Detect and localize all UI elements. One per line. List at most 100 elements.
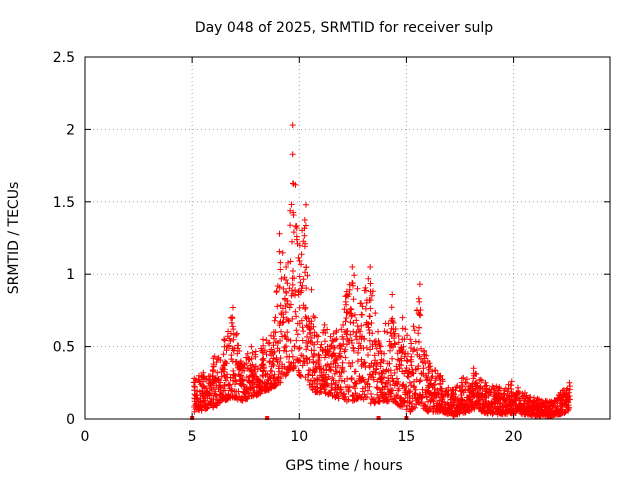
data-point [302,306,309,312]
data-point [388,304,395,311]
data-point [299,337,306,344]
data-point [415,310,422,317]
data-point [386,360,393,367]
data-point [477,376,484,383]
data-point [348,313,355,320]
data-point [399,368,406,375]
data-point [297,372,304,379]
data-points [190,122,574,420]
data-point [282,296,288,303]
data-point [487,389,494,396]
y-tick-label: 2.5 [53,50,75,66]
data-point [271,335,278,342]
data-point [366,383,373,390]
data-point [345,387,352,394]
data-point [331,344,338,351]
data-point [296,344,303,351]
data-point [469,390,476,397]
data-point [292,292,298,299]
data-point [292,287,299,293]
data-point [296,320,303,327]
data-point [279,249,286,256]
data-point [200,392,207,399]
x-tick-label: 15 [398,429,416,445]
data-point [372,310,379,317]
data-point [222,387,228,394]
data-point [408,362,415,369]
data-point [298,287,305,294]
data-point [306,381,313,388]
data-point [318,341,325,348]
data-point [303,346,310,353]
data-point [233,331,239,338]
data-point [387,347,393,354]
data-point [349,264,356,270]
data-point [322,338,328,345]
data-point [281,332,288,339]
data-point [296,273,303,280]
data-point [392,326,399,332]
data-point [210,355,217,362]
data-point [282,303,289,310]
data-point [328,367,334,374]
data-point [482,379,489,386]
data-point [315,333,322,340]
data-point [259,349,266,356]
data-point [284,329,291,336]
data-point [221,343,228,350]
data-point [470,375,477,382]
data-point [450,390,457,397]
data-point [318,388,325,395]
data-point [367,280,374,287]
data-point [369,371,376,378]
data-point [388,317,395,324]
data-point [227,338,234,344]
data-point [557,389,564,396]
data-point [221,366,228,373]
data-point [358,322,365,329]
data-point [332,379,339,386]
data-point [496,384,503,391]
data-point [335,395,342,402]
data-point [283,316,290,323]
data-point [271,317,278,324]
data-point [387,381,394,388]
data-point [343,341,350,348]
data-point [470,365,477,372]
data-point [404,332,411,339]
data-point [477,396,483,403]
data-point [404,357,411,364]
data-point [416,311,423,318]
data-point [416,324,423,331]
data-point [352,368,359,375]
data-point [388,342,395,349]
data-point [316,354,323,361]
data-point [221,337,228,344]
data-point [391,370,398,376]
data-point [547,407,554,414]
data-point [342,318,349,325]
data-point [220,351,227,358]
data-point [425,364,432,371]
data-point [415,363,422,370]
data-point [266,373,273,380]
data-point [294,331,301,338]
data-point [248,343,255,350]
data-point [199,387,206,394]
data-point [303,222,309,229]
data-point [302,313,309,320]
data-point [322,371,329,378]
data-point [248,367,255,374]
data-point [295,289,302,296]
data-point [230,336,237,343]
data-point [353,380,360,387]
data-point [366,337,373,344]
data-point [398,357,405,364]
data-point [567,396,574,403]
data-point [308,318,315,325]
data-point [411,384,418,391]
grid-lines [85,57,610,419]
data-point [566,386,573,393]
data-point [348,306,355,313]
